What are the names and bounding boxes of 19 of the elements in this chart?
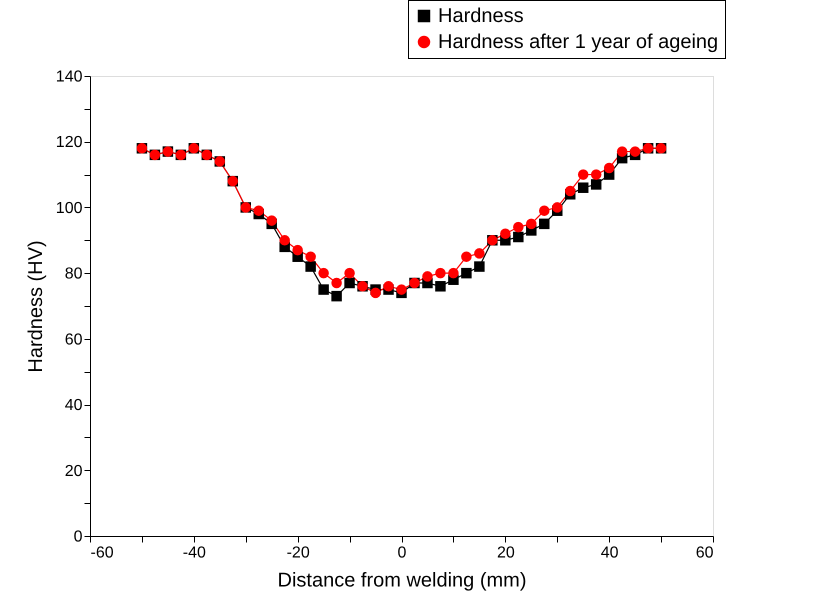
x-tick-label: -60 <box>90 544 114 562</box>
y-tick-label: 80 <box>64 266 83 283</box>
y-tick-label: 40 <box>64 397 83 414</box>
legend-label: Hardness <box>438 5 524 27</box>
x-tick-label: 40 <box>600 544 619 562</box>
y-tick-label: 140 <box>56 68 83 86</box>
legend-label: Hardness after 1 year of ageing <box>438 31 718 53</box>
y-tick-label: 20 <box>64 462 83 480</box>
x-tick-label: 0 <box>398 544 407 562</box>
x-tick-label: 20 <box>496 544 515 562</box>
y-tick-label: 120 <box>56 134 83 152</box>
y-tick-label: 60 <box>64 331 83 348</box>
x-tick-label: 60 <box>696 544 714 562</box>
x-axis-title: Distance from welding (mm) <box>278 570 526 592</box>
y-tick-label: 0 <box>74 528 83 546</box>
y-axis-title: Hardness (HV) <box>24 240 47 373</box>
x-tick-label: -40 <box>182 544 206 562</box>
x-tick-label: -20 <box>286 544 310 562</box>
y-tick-label: 100 <box>56 200 83 217</box>
